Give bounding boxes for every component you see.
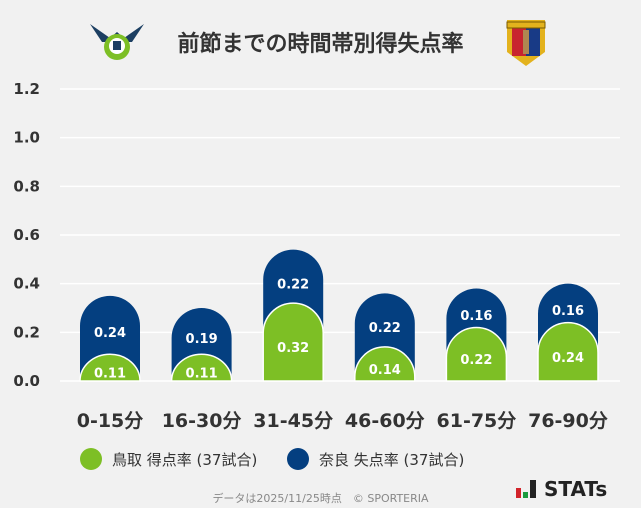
bar-home [445, 326, 508, 382]
bar-home [262, 302, 324, 382]
data-label-home: 0.22 [460, 353, 492, 368]
x-tick-label: 46-60分 [345, 410, 425, 432]
y-tick-label: 0.4 [13, 275, 40, 293]
x-tick-label: 76-90分 [528, 410, 608, 432]
x-tick-label: 0-15分 [77, 410, 144, 432]
bar-chart: 0.0 0.2 0.4 0.6 0.8 1.0 1.2 0.24 0.11 0-15分 0.19 0.… [13, 80, 620, 432]
page-title: 前節までの時間帯別得失点率 [177, 32, 464, 57]
data-label-home: 0.14 [369, 363, 401, 378]
data-label-home: 0.11 [186, 367, 218, 382]
data-label-away: 0.24 [94, 326, 126, 341]
stats-brand-text: STATs [544, 477, 608, 501]
stats-brand: STATs [516, 477, 607, 501]
legend-home: 鳥取 得点率 (37試合) [80, 448, 257, 470]
data-label-away: 0.22 [369, 321, 401, 336]
stats-logo-icon [516, 480, 536, 498]
x-tick-label: 61-75分 [437, 410, 517, 432]
data-label-away: 0.16 [460, 309, 492, 324]
legend-away-label: 奈良 失点率 (37試合) [319, 450, 465, 469]
home-team-logo [88, 20, 146, 66]
data-label-home: 0.11 [94, 367, 126, 382]
data-label-away: 0.16 [552, 304, 584, 319]
bar-home [537, 321, 599, 382]
y-tick-label: 1.0 [13, 129, 40, 147]
y-tick-label: 0.2 [13, 323, 40, 341]
y-tick-label: 0.0 [13, 372, 40, 390]
legend-home-swatch [80, 448, 102, 470]
data-label-away: 0.19 [186, 332, 218, 347]
legend-away: 奈良 失点率 (37試合) [287, 448, 464, 470]
bar-home [354, 346, 416, 382]
data-label-away: 0.22 [277, 277, 309, 292]
bar-home [79, 353, 141, 382]
data-label-home: 0.32 [277, 341, 309, 356]
data-label-home: 0.24 [552, 351, 584, 366]
y-tick-label: 0.8 [13, 177, 40, 195]
legend-home-label: 鳥取 得点率 (37試合) [112, 450, 258, 469]
footer-note: データは2025/11/25時点 © SPORTERIA [212, 492, 429, 505]
y-tick-label: 0.6 [13, 226, 40, 244]
x-tick-label: 31-45分 [253, 410, 333, 432]
away-team-logo [503, 16, 549, 72]
x-tick-label: 16-30分 [162, 410, 242, 432]
y-tick-label: 1.2 [13, 80, 40, 98]
legend-away-swatch [287, 448, 309, 470]
bar-home [170, 353, 233, 382]
